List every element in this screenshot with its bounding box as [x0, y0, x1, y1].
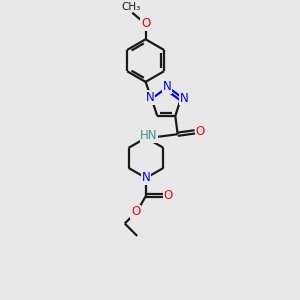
- Text: N: N: [180, 92, 189, 105]
- Text: N: N: [163, 80, 172, 93]
- Text: CH₃: CH₃: [121, 2, 140, 12]
- Text: N: N: [142, 172, 150, 184]
- Text: O: O: [131, 206, 140, 218]
- Text: O: O: [141, 17, 150, 30]
- Text: O: O: [164, 189, 173, 202]
- Text: O: O: [196, 125, 205, 138]
- Text: HN: HN: [140, 129, 158, 142]
- Text: N: N: [146, 91, 154, 104]
